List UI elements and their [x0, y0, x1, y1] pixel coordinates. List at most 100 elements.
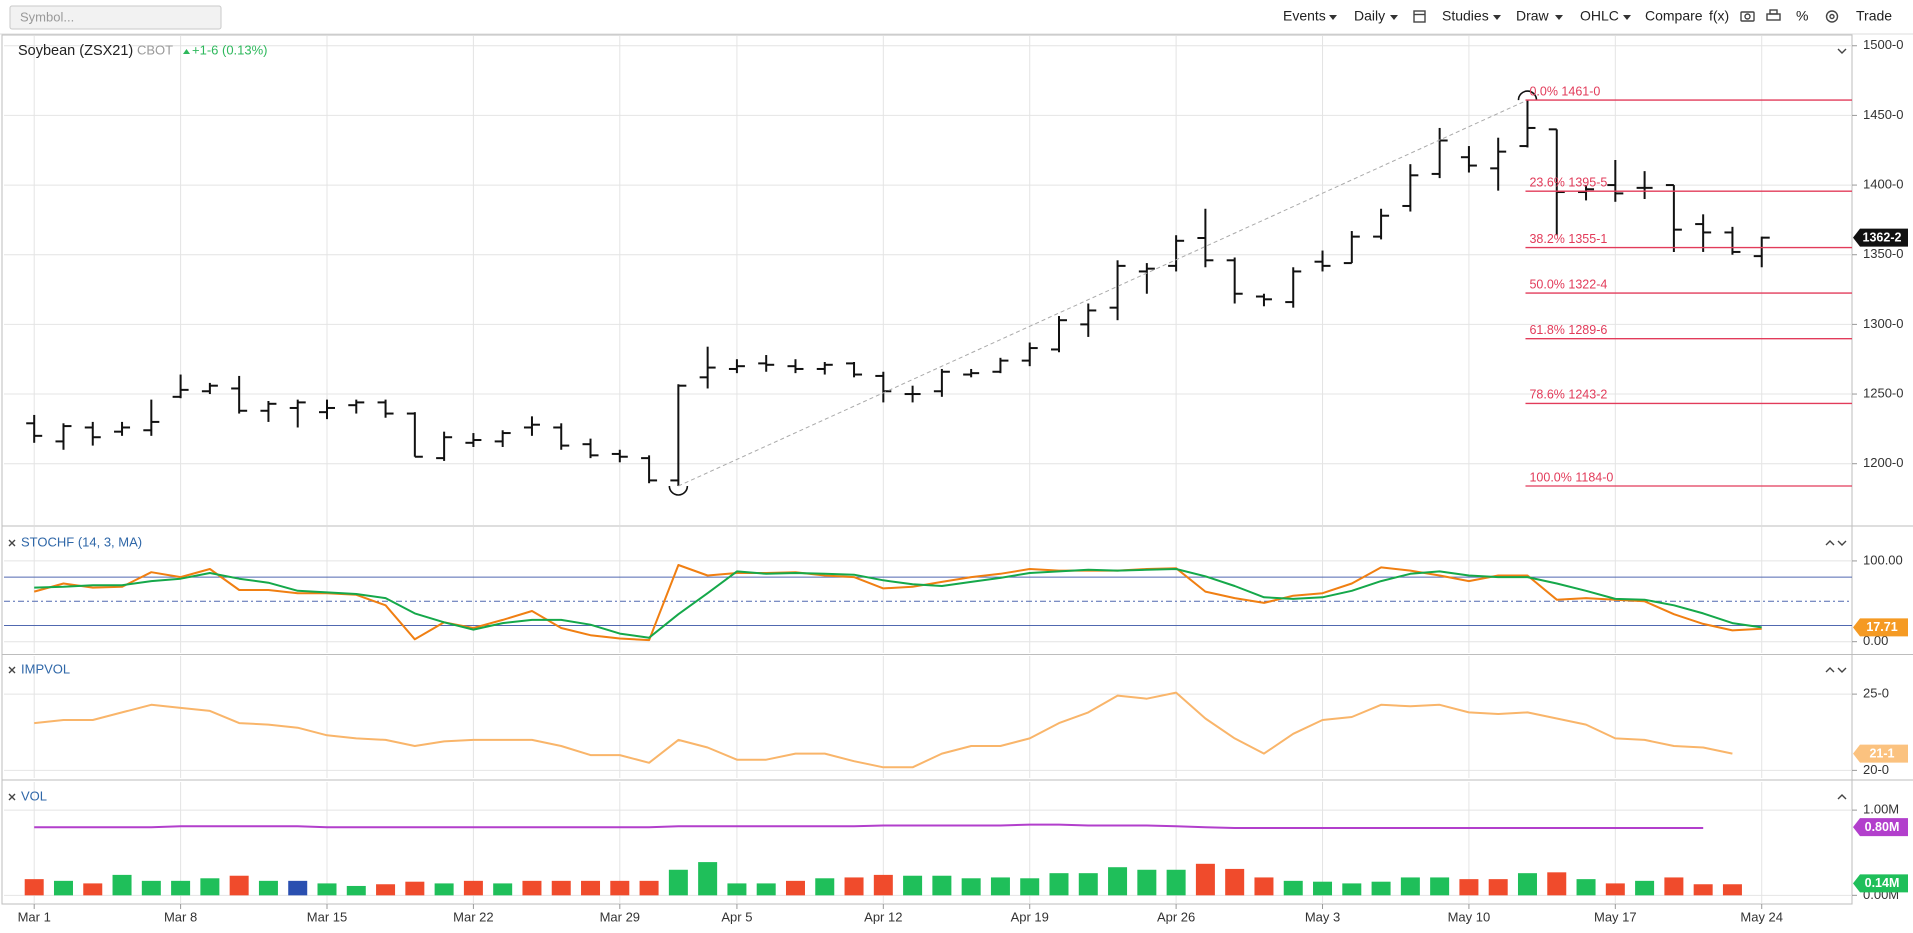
y-tick-label: 1350-0	[1863, 246, 1903, 261]
collapse-caret[interactable]	[1837, 48, 1847, 54]
volume-bar	[463, 880, 483, 896]
x-tick-label: Mar 1	[18, 909, 51, 924]
y-tick-label: 1250-0	[1863, 385, 1903, 400]
volume-bar	[903, 875, 923, 896]
volume-bar	[288, 880, 308, 896]
y-tick-label: 1400-0	[1863, 177, 1903, 192]
fib-anchor	[668, 485, 689, 496]
fib-label: 61.8% 1289-6	[1529, 323, 1607, 337]
volume-bar	[1225, 868, 1245, 896]
volume-bar	[229, 875, 249, 896]
move-up-caret[interactable]	[1837, 794, 1847, 800]
badge-label: 1362-2	[1863, 230, 1902, 244]
study-title: IMPVOL	[21, 661, 70, 676]
fib-label: 78.6% 1243-2	[1529, 388, 1607, 402]
close-study-icon[interactable]	[8, 666, 16, 674]
y-tick-label: 0.00	[1863, 633, 1888, 648]
volume-bar	[1137, 869, 1157, 896]
y-tick-label: 1.00M	[1863, 802, 1899, 817]
volume-bar	[1049, 873, 1069, 896]
trade-button[interactable]: Trade	[1856, 8, 1892, 24]
volume-bar	[1166, 869, 1186, 896]
x-tick-label: Mar 15	[307, 909, 347, 924]
dropdown-arrow	[1493, 15, 1501, 20]
badge-label: 0.14M	[1865, 876, 1900, 890]
move-down-caret[interactable]	[1837, 667, 1847, 673]
close-study-icon[interactable]	[8, 793, 16, 801]
move-up-caret[interactable]	[1825, 667, 1835, 673]
symbol-title: Soybean (ZSX21)	[18, 43, 133, 59]
studies-menu[interactable]: Studies	[1442, 8, 1489, 24]
series-line	[34, 568, 1762, 639]
badge-label: 21-1	[1869, 746, 1894, 760]
change-arrow	[183, 49, 190, 54]
interval-menu[interactable]: Daily	[1354, 8, 1385, 24]
volume-bar	[1635, 880, 1655, 896]
volume-bar	[83, 883, 103, 896]
volume-bar	[1078, 873, 1098, 896]
volume-bar	[1020, 878, 1040, 896]
volume-bar	[1195, 863, 1215, 896]
close-study-icon[interactable]	[8, 539, 16, 547]
volume-bar	[698, 862, 718, 896]
study-title: STOCHF (14, 3, MA)	[21, 534, 142, 549]
chart-type-menu[interactable]: OHLC	[1580, 8, 1619, 24]
badge-label: 0.80M	[1865, 820, 1900, 834]
volume-bar	[1400, 877, 1420, 896]
events-menu[interactable]: Events	[1283, 8, 1326, 24]
fib-label: 23.6% 1395-5	[1529, 175, 1607, 189]
calendar-icon[interactable]	[1413, 10, 1426, 23]
fib-label: 38.2% 1355-1	[1529, 232, 1607, 246]
print-icon[interactable]	[1766, 9, 1781, 21]
study-title: VOL	[21, 788, 47, 803]
y-tick-label: 1500-0	[1863, 37, 1903, 52]
y-tick-label: 25-0	[1863, 686, 1889, 701]
volume-bar	[756, 883, 776, 896]
volume-bar	[53, 880, 73, 896]
exchange-label: CBOT	[137, 42, 173, 57]
x-tick-label: Apr 19	[1011, 909, 1049, 924]
y-tick-label: 1450-0	[1863, 107, 1903, 122]
compare-button[interactable]: Compare	[1645, 8, 1703, 24]
x-tick-label: Mar 22	[453, 909, 493, 924]
series-line	[33, 564, 1762, 642]
fib-anchor	[1517, 90, 1538, 101]
series-line	[34, 691, 1733, 769]
y-tick-label: 1200-0	[1863, 455, 1903, 470]
y-tick-label: 1300-0	[1863, 316, 1903, 331]
volume-bar	[24, 879, 44, 896]
volume-bar	[1342, 883, 1362, 896]
percent-button[interactable]: %	[1796, 8, 1808, 24]
volume-bar	[932, 875, 952, 896]
volume-bar	[171, 880, 191, 896]
draw-menu[interactable]: Draw	[1516, 8, 1550, 24]
move-down-caret[interactable]	[1837, 540, 1847, 546]
volume-bar	[376, 884, 396, 896]
settings-icon[interactable]	[1825, 10, 1839, 23]
volume-bar	[1108, 867, 1128, 896]
volume-bar	[990, 877, 1010, 896]
symbol-input[interactable]	[9, 5, 222, 30]
x-tick-label: May 17	[1594, 909, 1637, 924]
volume-bar	[1283, 880, 1303, 896]
snapshot-icon[interactable]	[1740, 11, 1755, 22]
volume-bar	[141, 880, 161, 896]
volume-bar	[317, 883, 337, 896]
y-tick-label: 100.00	[1863, 552, 1903, 567]
volume-bar	[1371, 881, 1391, 896]
volume-bar	[258, 880, 278, 896]
fib-label: 100.0% 1184-0	[1529, 470, 1613, 484]
value-badge	[1853, 228, 1908, 247]
volume-bar	[112, 874, 132, 896]
x-tick-label: Mar 29	[600, 909, 640, 924]
move-up-caret[interactable]	[1825, 540, 1835, 546]
x-tick-label: May 10	[1448, 909, 1491, 924]
function-button[interactable]: f(x)	[1709, 8, 1729, 24]
volume-bar	[1722, 884, 1742, 896]
dropdown-arrow	[1555, 15, 1563, 20]
volume-bar	[1576, 879, 1596, 896]
value-badge	[1853, 618, 1908, 637]
x-tick-label: May 3	[1305, 909, 1340, 924]
